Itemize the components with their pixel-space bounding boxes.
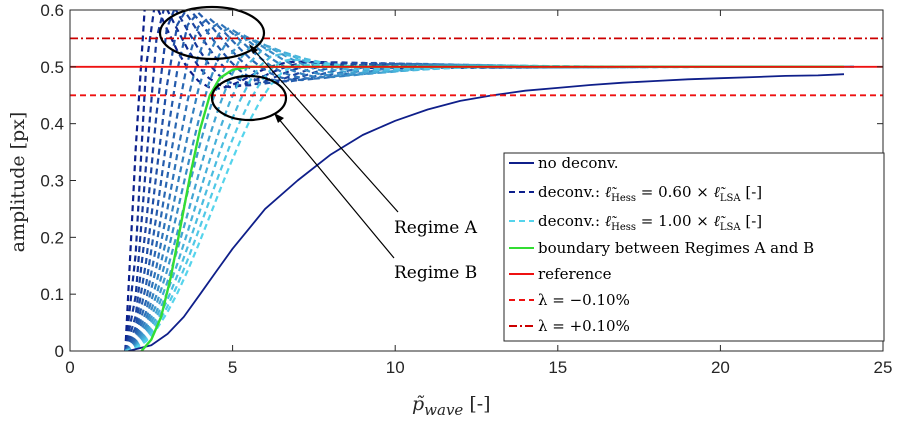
legend-item-deconv-060-mid: = 0.60 × xyxy=(636,183,714,201)
legend-item-deconv-100-mid: = 1.00 × xyxy=(636,212,714,230)
y-axis-title: amplitude [px] xyxy=(7,112,29,253)
annotation-regime-a: Regime A xyxy=(394,218,478,238)
y-tick-label: 0.2 xyxy=(40,228,64,247)
legend-item-lambda-neg: λ = −0.10% xyxy=(538,291,630,309)
y-tick-label: 0.1 xyxy=(40,285,64,304)
x-tick-label: 10 xyxy=(386,358,405,377)
legend-item-deconv-100-sub-hess: Hess xyxy=(611,222,636,233)
legend-item-boundary: boundary between Regimes A and B xyxy=(538,239,814,257)
regime-a-ellipse xyxy=(158,5,266,61)
legend-item-deconv-100-prefix: deconv.: xyxy=(538,212,605,230)
legend-item-deconv-100-unit: [-] xyxy=(741,212,763,230)
x-axis-title: p̃wave [-] xyxy=(412,393,491,419)
legend-item-deconv-060-sub-lsa: LSA xyxy=(720,193,741,204)
regime-b-arrowhead xyxy=(274,113,284,123)
legend: no deconv. deconv.: ℓ̃Hess = 0.60 × ℓ̃LS… xyxy=(503,152,885,342)
y-tick-label: 0.3 xyxy=(40,172,64,191)
legend-item-deconv-060: deconv.: ℓ̃Hess = 0.60 × ℓ̃LSA [-] xyxy=(538,183,762,204)
legend-box xyxy=(503,152,885,342)
x-tick-label: 15 xyxy=(548,358,567,377)
x-tick-label: 0 xyxy=(65,358,74,377)
legend-item-no-deconv: no deconv. xyxy=(538,154,619,172)
y-tick-label: 0 xyxy=(55,342,64,361)
regime-b-ellipse xyxy=(210,74,288,122)
y-tick-label: 0.4 xyxy=(40,115,64,134)
legend-item-lambda-pos: λ = +0.10% xyxy=(538,317,630,335)
regime-b-arrow xyxy=(277,117,395,259)
tick-layer: 0 5 10 15 20 25 0 0.1 0.2 0.3 0.4 0.5 0.6 xyxy=(40,1,892,377)
y-tick-label: 0.5 xyxy=(40,58,64,77)
data-layer xyxy=(70,10,883,351)
legend-item-deconv-100-sub-lsa: LSA xyxy=(720,222,741,233)
x-axis-title-symbol: p̃ xyxy=(412,393,425,415)
annotation-regime-b: Regime B xyxy=(394,263,477,283)
x-tick-label: 20 xyxy=(711,358,730,377)
annotation-layer xyxy=(158,5,399,259)
x-tick-label: 5 xyxy=(228,358,237,377)
regime-a-arrow xyxy=(251,47,399,213)
x-axis-title-unit: [-] xyxy=(463,393,490,415)
deconv-series-line xyxy=(124,32,854,351)
y-tick-label: 0.6 xyxy=(40,1,64,20)
legend-swatches xyxy=(509,162,534,327)
x-axis-title-subscript: wave xyxy=(424,401,463,419)
legend-item-deconv-060-prefix: deconv.: xyxy=(538,183,605,201)
legend-item-deconv-060-unit: [-] xyxy=(741,183,763,201)
regime-a-arrowhead xyxy=(249,44,258,54)
deconv-series-line xyxy=(124,21,854,351)
legend-item-reference: reference xyxy=(538,265,612,283)
x-tick-label: 25 xyxy=(874,358,893,377)
series-line-no-deconv xyxy=(128,73,845,351)
legend-item-deconv-060-sub-hess: Hess xyxy=(611,193,636,204)
